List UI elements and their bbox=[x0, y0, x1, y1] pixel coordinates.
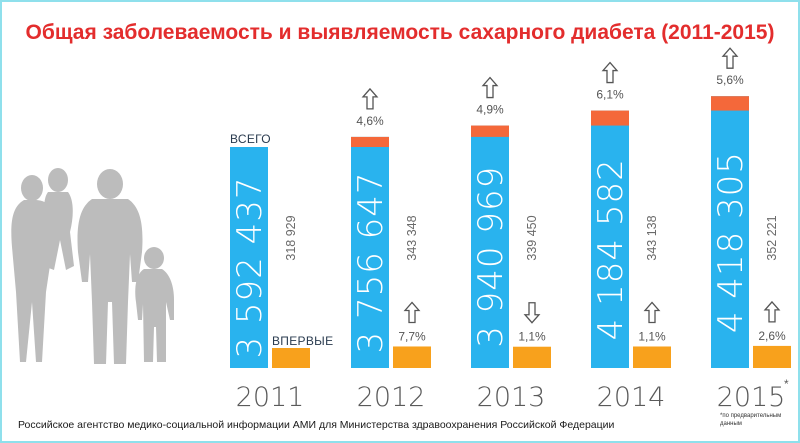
new-bar-2013 bbox=[513, 346, 551, 368]
legend-total-label: ВСЕГО bbox=[230, 132, 271, 146]
footnote: *по предварительным данным bbox=[720, 413, 781, 427]
new-change-2015: 2,6% bbox=[758, 329, 786, 343]
new-value-label-2015: 352 221 bbox=[765, 215, 779, 260]
total-bar-2014 bbox=[591, 110, 629, 368]
total-value-2011: 3 592 437 bbox=[230, 176, 270, 358]
chart-title: Общая заболеваемость и выявляемость саха… bbox=[26, 21, 775, 44]
total-change-2012: 4,6% bbox=[356, 114, 384, 128]
total-change-arrow-icon-2014 bbox=[601, 61, 619, 84]
new-value-label-2014: 343 138 bbox=[645, 215, 659, 260]
new-change-arrow-icon-2012 bbox=[403, 301, 421, 324]
bar-groups: 3 592 437 318 929 2011 3 756 647 343 348 2012… bbox=[230, 47, 791, 413]
total-change-arrow-icon-2012 bbox=[361, 87, 379, 110]
new-value-label-2011: 318 929 bbox=[284, 215, 298, 260]
total-value-2013: 3 940 969 bbox=[471, 166, 511, 348]
footnote-line-2: данным bbox=[720, 421, 742, 427]
total-bar-2013 bbox=[471, 125, 509, 368]
total-value-2015: 4 418 305 bbox=[711, 151, 751, 333]
year-label-2011: 2011 bbox=[236, 382, 305, 413]
new-value-label-2013: 339 450 bbox=[525, 215, 539, 260]
year-label-2012: 2012 bbox=[357, 382, 426, 413]
total-value-2014: 4 184 582 bbox=[591, 158, 631, 340]
family-silhouette-icon bbox=[11, 168, 174, 364]
total-change-arrow-icon-2015 bbox=[721, 47, 739, 69]
year-footnote-mark: * bbox=[784, 377, 789, 391]
new-change-arrow-icon-2014 bbox=[643, 301, 661, 324]
year-label-2014: 2014 bbox=[597, 382, 666, 413]
total-increase-2012 bbox=[351, 136, 389, 147]
new-bar-2015 bbox=[753, 345, 791, 368]
new-bar-2014 bbox=[633, 346, 671, 368]
new-bar-2012 bbox=[393, 346, 431, 368]
total-change-2013: 4,9% bbox=[476, 103, 504, 117]
year-label-2013: 2013 bbox=[477, 382, 546, 413]
total-increase-2014 bbox=[591, 110, 629, 126]
total-increase-2015 bbox=[711, 96, 749, 111]
total-bar-2015 bbox=[711, 96, 749, 368]
new-value-label-2012: 343 348 bbox=[405, 215, 419, 260]
new-change-2013: 1,1% bbox=[518, 330, 546, 344]
year-label-2015: 2015 bbox=[717, 382, 786, 413]
total-change-2015: 5,6% bbox=[716, 73, 744, 87]
total-bar-2011 bbox=[230, 147, 268, 368]
new-change-arrow-icon-2013 bbox=[523, 302, 541, 324]
total-value-2012: 3 756 647 bbox=[351, 171, 391, 353]
footnote-line-1: *по предварительным bbox=[720, 413, 781, 419]
new-bar-2011 bbox=[272, 348, 310, 368]
new-change-2014: 1,1% bbox=[638, 329, 666, 343]
total-bar-2012 bbox=[351, 136, 389, 368]
source-note: Российское агентство медико-социальной и… bbox=[18, 419, 615, 431]
new-change-2012: 7,7% bbox=[398, 329, 426, 343]
total-increase-2013 bbox=[471, 125, 509, 137]
total-change-2014: 6,1% bbox=[596, 88, 624, 102]
new-change-arrow-icon-2015 bbox=[763, 300, 781, 323]
legend-new-label: ВПЕРВЫЕ bbox=[272, 334, 333, 348]
total-change-arrow-icon-2013 bbox=[481, 76, 499, 99]
